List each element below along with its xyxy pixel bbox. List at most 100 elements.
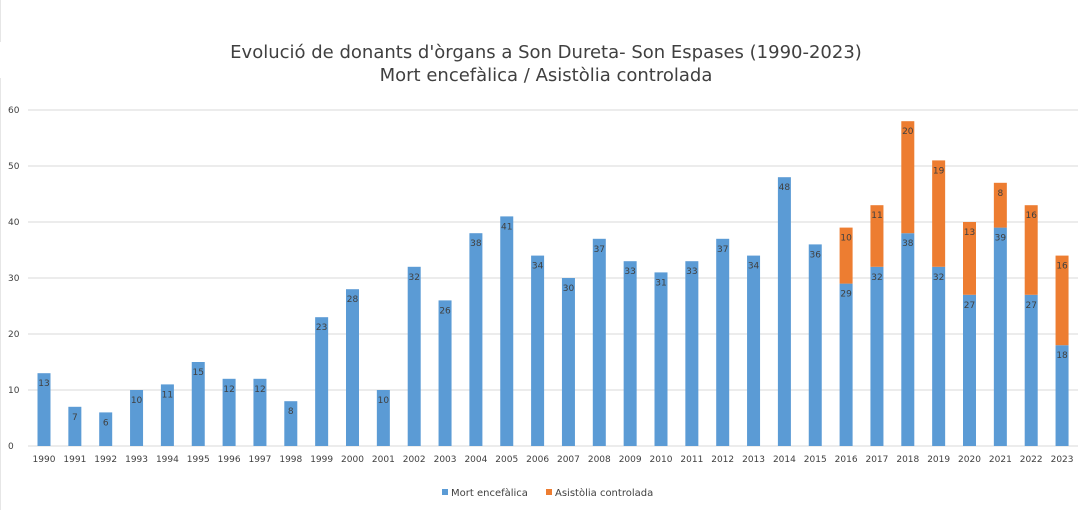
bar-mort-encefalica <box>37 373 51 446</box>
x-tick-label: 2011 <box>680 455 703 465</box>
data-label: 16 <box>1056 262 1068 272</box>
data-label: 33 <box>624 267 635 277</box>
bar-mort-encefalica <box>160 384 174 446</box>
bar-mort-encefalica <box>315 317 329 446</box>
bar-mort-encefalica <box>68 406 82 446</box>
x-tick-label: 1997 <box>248 455 271 465</box>
x-tick-label: 1990 <box>33 455 56 465</box>
legend-label: Asistòlia controlada <box>555 487 653 499</box>
data-label: 28 <box>347 295 359 305</box>
x-tick-label: 1995 <box>187 455 210 465</box>
x-tick-label: 2014 <box>773 455 796 465</box>
bar-mort-encefalica <box>839 283 853 446</box>
y-tick-label: 60 <box>8 106 20 116</box>
data-label: 16 <box>1025 211 1037 221</box>
x-tick-label: 2018 <box>896 455 919 465</box>
x-tick-label: 2021 <box>989 455 1012 465</box>
bar-asistolia-controlada <box>839 227 853 284</box>
bar-mort-encefalica <box>901 233 915 446</box>
data-label: 32 <box>871 273 882 283</box>
bar-asistolia-controlada <box>932 160 946 267</box>
data-label: 19 <box>933 166 945 176</box>
legend-swatch <box>442 489 448 495</box>
bar-mort-encefalica <box>438 300 452 446</box>
bar-mort-encefalica <box>716 238 730 446</box>
x-tick-label: 2017 <box>865 455 888 465</box>
chart-subtitle: Mort encefàlica / Asistòlia controlada <box>380 65 713 86</box>
data-label: 10 <box>378 396 390 406</box>
y-tick-label: 30 <box>8 274 20 284</box>
x-tick-label: 2012 <box>711 455 734 465</box>
x-tick-label: 2015 <box>804 455 827 465</box>
bar-mort-encefalica <box>407 266 421 446</box>
bar-mort-encefalica <box>99 412 113 446</box>
data-label: 27 <box>964 301 975 311</box>
bar-asistolia-controlada <box>963 222 976 295</box>
x-tick-label: 1999 <box>310 455 333 465</box>
bar-mort-encefalica <box>469 233 483 446</box>
bar-asistolia-controlada <box>993 182 1007 228</box>
x-tick-label: 2023 <box>1051 455 1074 465</box>
data-label: 38 <box>470 239 482 249</box>
legend-swatch <box>546 489 552 495</box>
bar-mort-encefalica <box>130 390 144 446</box>
x-tick-label: 1996 <box>218 455 241 465</box>
data-label: 7 <box>72 413 78 423</box>
data-label: 37 <box>717 245 728 255</box>
x-tick-label: 2002 <box>403 455 426 465</box>
data-label: 48 <box>779 183 791 193</box>
bar-mort-encefalica <box>1055 345 1069 446</box>
x-tick-label: 1993 <box>125 455 148 465</box>
bar-mort-encefalica <box>531 255 545 446</box>
bar-mort-encefalica <box>592 238 606 446</box>
x-tick-label: 2009 <box>619 455 642 465</box>
bar-mort-encefalica <box>747 255 761 446</box>
data-label: 41 <box>501 222 512 232</box>
data-label: 12 <box>223 385 234 395</box>
bar-mort-encefalica <box>1024 294 1038 446</box>
bar-mort-encefalica <box>623 261 637 446</box>
bar-mort-encefalica <box>808 244 822 446</box>
data-label: 32 <box>933 273 944 283</box>
bar-mort-encefalica <box>191 362 205 446</box>
bar-asistolia-controlada <box>901 121 915 234</box>
bar-mort-encefalica <box>346 289 359 446</box>
bar-mort-encefalica <box>654 272 668 446</box>
data-label: 34 <box>532 262 544 272</box>
bar-mort-encefalica <box>500 216 514 446</box>
data-label: 32 <box>408 273 419 283</box>
data-label: 29 <box>840 290 852 300</box>
bar-mort-encefalica <box>963 294 976 446</box>
data-label: 10 <box>840 234 852 244</box>
bar-mort-encefalica <box>222 378 236 446</box>
legend-label: Mort encefàlica <box>451 487 528 499</box>
data-label: 31 <box>655 278 666 288</box>
x-tick-label: 2016 <box>835 455 858 465</box>
x-tick-label: 2004 <box>464 455 487 465</box>
y-tick-label: 40 <box>8 218 20 228</box>
data-label: 12 <box>254 385 265 395</box>
y-tick-label: 20 <box>8 330 20 340</box>
data-label: 27 <box>1025 301 1036 311</box>
data-label: 36 <box>810 250 822 260</box>
data-label: 26 <box>439 306 451 316</box>
data-label: 30 <box>563 284 575 294</box>
x-tick-label: 2022 <box>1020 455 1043 465</box>
bar-mort-encefalica <box>253 378 267 446</box>
bar-asistolia-controlada <box>870 205 884 267</box>
bar-mort-encefalica <box>376 390 390 446</box>
data-label: 11 <box>871 211 882 221</box>
bar-asistolia-controlada <box>1055 255 1069 346</box>
x-tick-label: 2010 <box>650 455 673 465</box>
y-tick-label: 50 <box>8 162 20 172</box>
x-tick-label: 2003 <box>434 455 457 465</box>
x-tick-label: 2005 <box>495 455 518 465</box>
bar-mort-encefalica <box>870 266 884 446</box>
x-tick-label: 2000 <box>341 455 364 465</box>
x-tick-label: 2013 <box>742 455 765 465</box>
chart-title: Evolució de donants d'òrgans a Son Duret… <box>230 42 862 63</box>
data-label: 37 <box>594 245 605 255</box>
data-label: 10 <box>131 396 143 406</box>
x-tick-label: 2001 <box>372 455 395 465</box>
